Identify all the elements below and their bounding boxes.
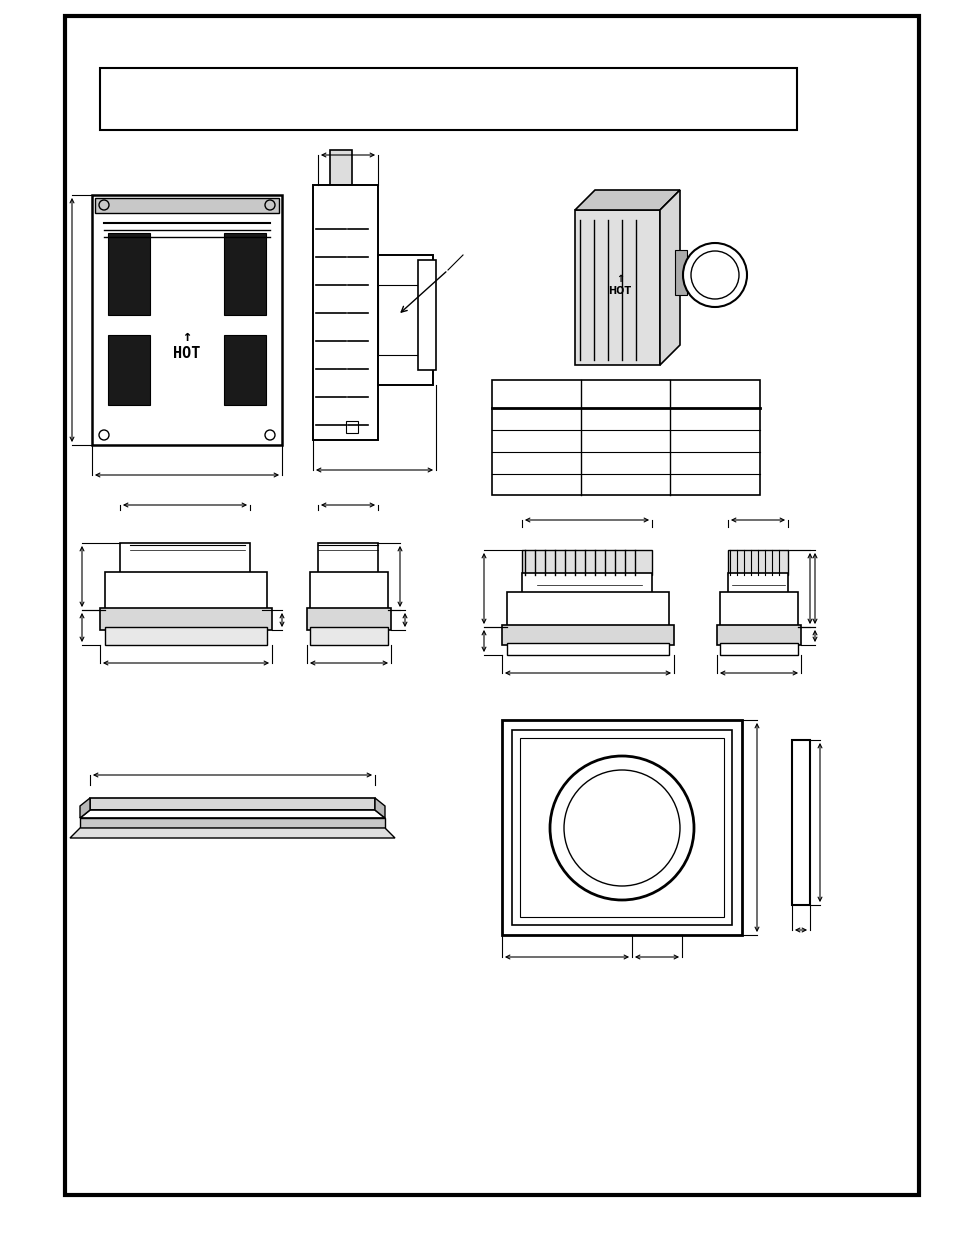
Bar — [521, 573, 651, 595]
Polygon shape — [80, 810, 385, 818]
Bar — [720, 643, 797, 655]
Bar — [120, 543, 250, 576]
Bar — [512, 730, 731, 925]
Polygon shape — [80, 818, 385, 827]
Circle shape — [682, 243, 746, 308]
Polygon shape — [375, 798, 385, 818]
Bar — [506, 592, 668, 627]
Polygon shape — [575, 210, 659, 366]
Bar — [313, 185, 377, 440]
Bar — [501, 720, 741, 935]
Bar — [675, 249, 686, 295]
Circle shape — [550, 756, 693, 900]
Polygon shape — [90, 798, 375, 810]
Bar — [108, 335, 150, 405]
Bar — [377, 254, 433, 385]
Bar — [310, 572, 388, 610]
Bar — [717, 625, 801, 645]
Bar — [501, 625, 673, 645]
Bar — [492, 380, 760, 495]
Bar — [720, 592, 797, 627]
Bar — [727, 550, 787, 576]
Bar — [377, 285, 417, 354]
Bar — [105, 627, 267, 645]
Bar — [108, 233, 150, 315]
Text: ↑
HOT: ↑ HOT — [173, 329, 200, 361]
Bar — [224, 335, 266, 405]
Bar — [346, 421, 357, 433]
Bar — [506, 643, 668, 655]
Bar — [317, 543, 377, 576]
Bar — [100, 68, 796, 130]
Bar — [224, 233, 266, 315]
Polygon shape — [70, 827, 395, 839]
Circle shape — [563, 769, 679, 885]
Bar — [310, 627, 388, 645]
Bar — [95, 198, 278, 212]
Bar — [791, 740, 809, 905]
Bar — [521, 550, 651, 576]
Bar — [105, 572, 267, 610]
Bar — [330, 149, 352, 185]
Bar — [727, 573, 787, 595]
Polygon shape — [575, 190, 679, 210]
Text: ↑
HOT: ↑ HOT — [608, 274, 631, 296]
Bar — [100, 608, 272, 630]
Bar — [91, 195, 282, 445]
Bar — [65, 16, 918, 1195]
Bar — [519, 739, 723, 918]
Bar — [307, 608, 391, 630]
Polygon shape — [80, 798, 90, 818]
Bar — [417, 261, 436, 370]
Polygon shape — [659, 190, 679, 366]
